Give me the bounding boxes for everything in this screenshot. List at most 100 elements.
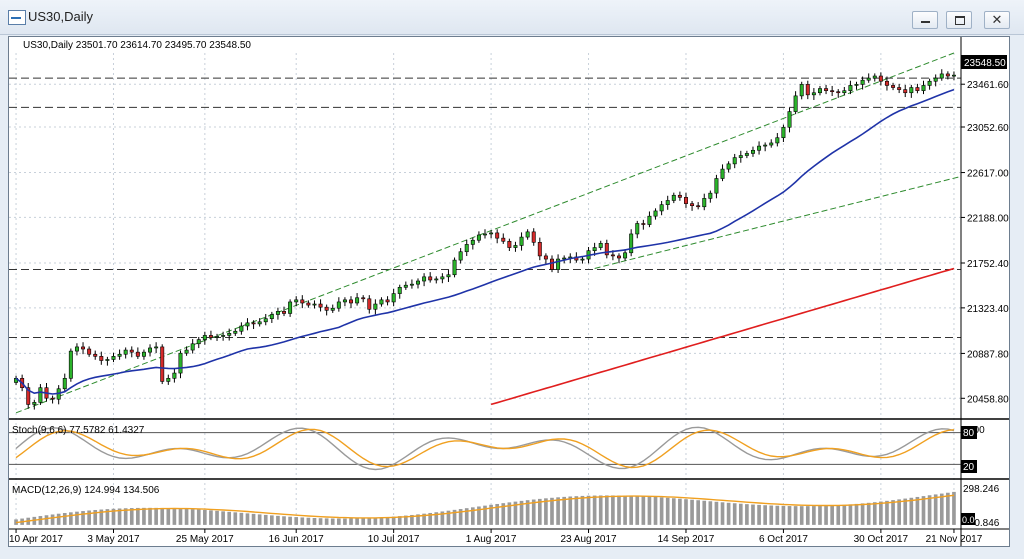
candle [921,85,926,91]
candle [927,80,932,86]
candle [105,359,110,361]
candle [233,330,238,334]
candle [854,84,859,86]
candle [787,111,792,128]
candle [440,276,445,280]
macd-histogram-bar [592,495,597,525]
candle [251,322,256,325]
macd-histogram-bar [93,509,98,525]
candle [93,353,98,357]
time-axis-label: 23 Aug 2017 [560,534,617,545]
candle [617,255,621,259]
candle [483,233,487,236]
main-panel-header: US30,Daily 23501.70 23614.70 23495.70 23… [23,40,251,51]
close-button[interactable]: ✕ [984,11,1010,29]
candle [391,293,396,303]
candles [14,69,956,410]
macd-histogram-bar [854,503,859,525]
candle [154,346,159,349]
candle [781,126,786,139]
macd-histogram-bar [897,499,901,525]
macd-histogram-bar [604,495,609,525]
candle [665,200,670,205]
candle [373,303,378,310]
macd-histogram-bar [373,517,378,525]
candle [476,234,481,241]
macd-histogram-bar [251,513,256,525]
macd-panel [14,491,956,525]
macd-histogram-bar [270,515,274,525]
macd-histogram-bar [702,500,707,525]
macd-histogram-bar [129,508,134,525]
candle [160,346,165,382]
candle [501,237,506,242]
candle [32,402,37,405]
macd-histogram-bar [416,514,420,525]
candle [708,192,713,199]
candle [860,79,865,85]
time-axis-label: 14 Sep 2017 [658,534,715,545]
candle [184,349,189,354]
price-axis-label: 21323.40 [967,304,1009,315]
macd-histogram-bar [367,518,372,525]
macd-histogram-bar [544,498,548,525]
macd-zero-box [961,513,975,525]
macd-histogram-bar [562,496,567,525]
candle [62,377,67,390]
candle [903,89,908,94]
candle [446,274,451,278]
macd-histogram-bar [775,505,780,525]
macd-histogram-bar [257,514,262,525]
macd-histogram-bar [276,515,280,525]
macd-histogram-bar [62,512,67,525]
candle [282,311,286,314]
candle [507,240,512,248]
candle [519,236,524,246]
candle [330,307,335,311]
macd-histogram-bar [501,503,506,525]
minimize-button[interactable] [912,11,938,29]
candle [951,74,956,77]
macd-histogram-bar [355,518,359,525]
price-axis-label: 20458.80 [967,394,1009,405]
time-axis-label: 10 Jul 2017 [368,534,420,545]
macd-histogram-bar [428,512,433,525]
macd-histogram-bar [799,506,804,525]
chart-svg[interactable]: 23461.60 23052.60 22617.00 22188.00 21752.40… [9,37,1009,546]
macd-histogram-bar [330,518,335,525]
macd-histogram-bar [215,510,219,525]
stoch-level-high: 80 [963,428,975,439]
macd-histogram-bar [848,504,853,525]
macd-header: MACD(12,26,9) 124.994 134.506 [12,485,160,496]
macd-histogram-bar [349,518,353,525]
macd-histogram-bar [507,502,512,525]
macd-histogram-bar [422,513,426,525]
macd-histogram-bar [233,512,238,525]
candle [677,194,682,198]
macd-histogram-bar [531,499,536,525]
candle [635,223,640,235]
candle [288,301,293,314]
candle [81,346,86,350]
macd-histogram-bar [288,516,292,525]
macd-histogram-bar [769,505,774,525]
macd-histogram-bar [556,497,560,525]
maximize-button[interactable] [946,11,972,29]
macd-histogram-bar [665,497,670,525]
grid-lines [9,53,961,527]
time-axis-label: 16 Jun 2017 [269,534,324,545]
stoch-level-low: 20 [963,462,975,473]
candle [909,87,914,94]
candle [598,243,603,248]
macd-histogram-bar [391,516,396,525]
macd-histogram-bar [294,517,299,525]
chart-area[interactable]: 23461.60 23052.60 22617.00 22188.00 21752.40… [8,36,1010,547]
macd-histogram-bar [184,508,189,525]
candle [190,343,195,351]
current-price-box [961,55,1007,69]
candle [135,351,140,357]
macd-histogram-bar [879,501,883,525]
candle [945,73,950,77]
macd-histogram-bar [921,496,926,525]
candle [556,258,561,270]
